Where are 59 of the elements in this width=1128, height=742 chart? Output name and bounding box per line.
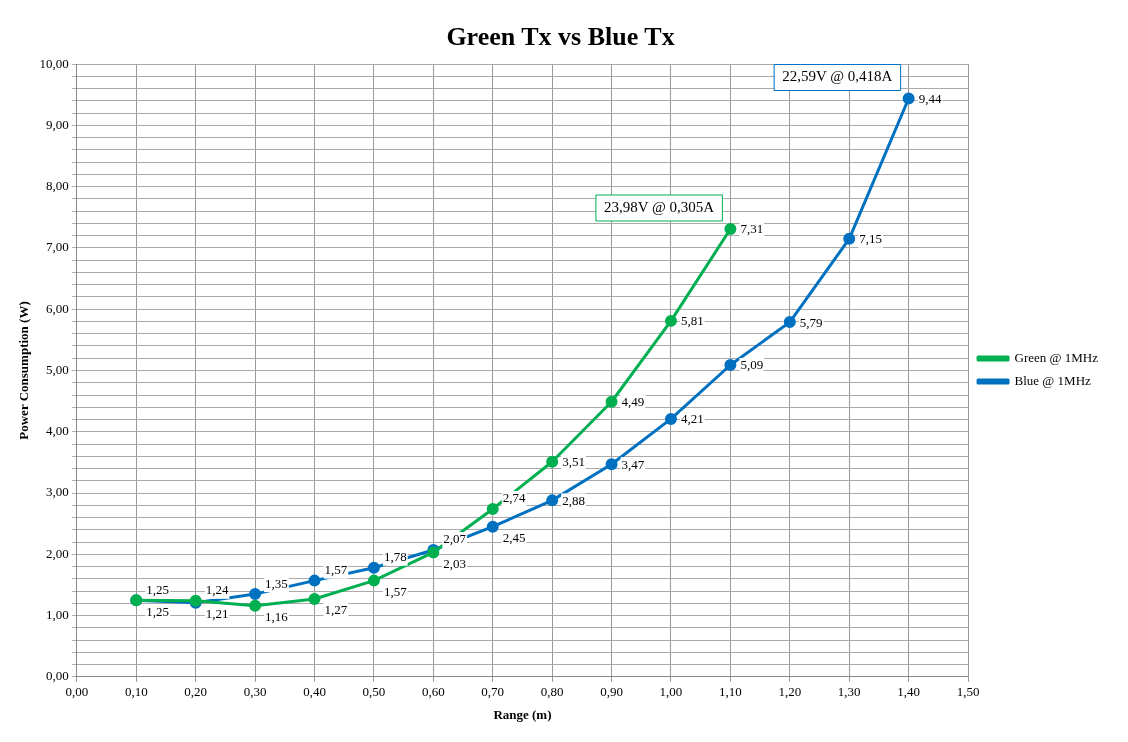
- annotation: 23,98V @ 0,305A: [603, 198, 715, 215]
- x-tick-label: 1,50: [956, 684, 980, 700]
- data-label: 2,74: [502, 490, 526, 506]
- data-label: 3,51: [562, 454, 585, 470]
- data-label: 5,09: [740, 357, 764, 373]
- annotation: 22,59V @ 0,418A: [782, 68, 893, 85]
- x-tick-label: 0,50: [362, 684, 386, 700]
- x-tick-label: 1,10: [719, 684, 742, 700]
- legend-label: Blue @ 1MHz: [1014, 372, 1092, 388]
- data-label: 1,78: [383, 549, 407, 565]
- x-tick-label: 1,30: [837, 684, 861, 700]
- x-tick-label: 1,20: [778, 684, 802, 700]
- y-tick-label: 2,00: [46, 545, 69, 561]
- y-tick-label: 9,00: [46, 116, 69, 132]
- y-tick-label: 10,00: [39, 55, 69, 71]
- data-label: 3,47: [621, 456, 645, 472]
- x-tick-label: 1,40: [897, 684, 921, 700]
- data-label: 1,27: [324, 602, 348, 618]
- data-label: 2,45: [502, 530, 526, 546]
- data-label: 1,35: [265, 575, 288, 591]
- x-tick-label: 0,00: [65, 684, 89, 700]
- data-label: 9,44: [918, 90, 942, 106]
- data-label: 1,25: [146, 603, 170, 619]
- data-label: 4,21: [680, 411, 704, 427]
- chart-title: Green Tx vs Blue Tx: [446, 22, 675, 52]
- data-label: 5,81: [680, 313, 704, 329]
- x-axis-title: Range (m): [493, 706, 552, 722]
- data-label: 2,07: [443, 531, 467, 547]
- data-label: 2,88: [562, 492, 585, 508]
- y-tick-label: 7,00: [46, 239, 69, 255]
- y-tick-label: 0,00: [46, 668, 69, 684]
- data-label: 7,31: [740, 221, 764, 237]
- data-label: 1,21: [205, 606, 229, 622]
- data-label: 7,15: [859, 231, 882, 247]
- x-tick-label: 0,70: [481, 684, 505, 700]
- x-tick-label: 0,80: [540, 684, 564, 700]
- y-axis-title: Power Consumption (W): [16, 301, 32, 440]
- y-tick-label: 8,00: [46, 178, 69, 194]
- x-tick-label: 0,20: [184, 684, 208, 700]
- x-tick-label: 0,90: [600, 684, 623, 700]
- x-tick-label: 0,10: [124, 684, 148, 700]
- data-label: 4,49: [621, 394, 645, 410]
- y-tick-label: 1,00: [46, 606, 69, 622]
- y-tick-label: 3,00: [46, 484, 69, 500]
- data-label: 1,25: [146, 581, 170, 597]
- x-tick-label: 1,00: [659, 684, 683, 700]
- data-label: 1,57: [324, 562, 348, 578]
- data-label: 1,24: [205, 582, 229, 598]
- y-tick-label: 4,00: [46, 423, 69, 439]
- y-tick-label: 5,00: [46, 361, 69, 377]
- data-label: 2,03: [443, 555, 467, 571]
- y-tick-label: 6,00: [46, 300, 69, 316]
- data-label: 1,16: [265, 609, 289, 625]
- x-tick-label: 0,60: [421, 684, 445, 700]
- x-tick-label: 0,40: [303, 684, 326, 700]
- legend-label: Green @ 1MHz: [1014, 349, 1099, 365]
- data-label: 1,57: [383, 584, 408, 600]
- data-label: 5,79: [799, 314, 823, 330]
- x-tick-label: 0,30: [243, 684, 267, 700]
